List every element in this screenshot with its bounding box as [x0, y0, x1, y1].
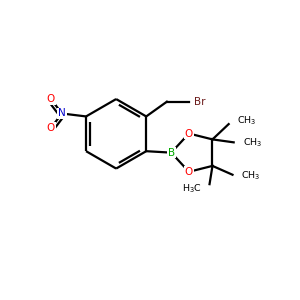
Text: CH$_3$: CH$_3$ [241, 170, 261, 182]
Text: O: O [46, 94, 55, 104]
Text: CH$_3$: CH$_3$ [237, 115, 256, 128]
Text: H$_3$C: H$_3$C [182, 182, 201, 195]
Text: Br: Br [194, 97, 206, 107]
Text: O: O [185, 128, 193, 139]
Text: O: O [185, 167, 193, 177]
Text: O: O [46, 123, 55, 133]
Text: B: B [168, 148, 175, 158]
Text: CH$_3$: CH$_3$ [242, 136, 262, 148]
Text: N: N [58, 109, 66, 118]
